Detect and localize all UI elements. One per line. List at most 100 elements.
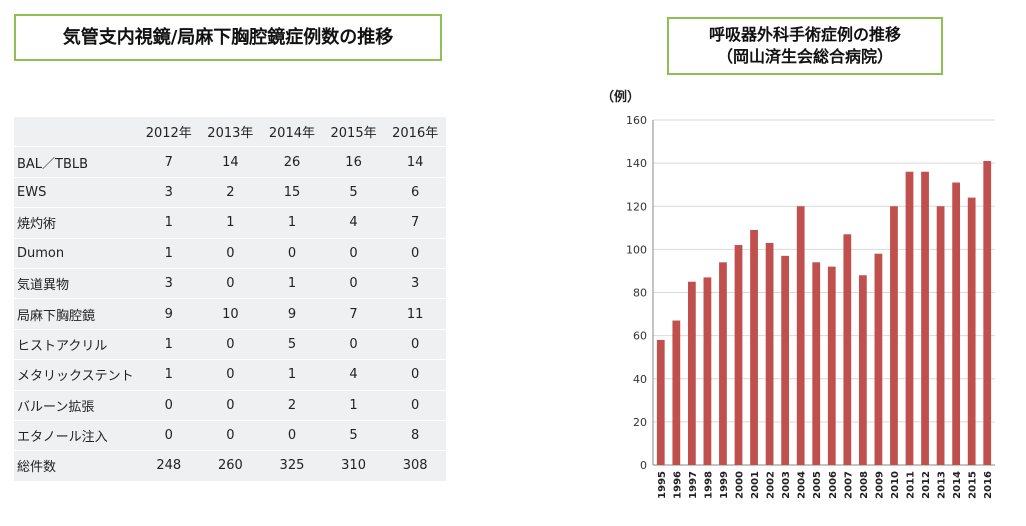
table-cell: 6	[384, 177, 446, 209]
table-row: BAL／TBLB 7 14 26 16 14	[14, 146, 446, 178]
table-cell: 0	[261, 420, 323, 452]
table-cell: 8	[384, 420, 446, 452]
bar	[936, 206, 945, 465]
x-tick-label: 2011	[906, 471, 917, 499]
bar	[719, 262, 727, 465]
x-tick-label: 2001	[750, 471, 761, 499]
table-cell: 0	[322, 268, 385, 300]
y-tick-label: 40	[633, 373, 647, 386]
row-label: Dumon	[14, 238, 138, 269]
table-cell: 16	[322, 146, 385, 178]
table-cell: 0	[261, 238, 323, 269]
table-cell: 15	[261, 177, 323, 209]
column-header: 2014年	[261, 117, 323, 148]
bar	[983, 160, 992, 465]
table-row: 焼灼術 1 1 1 4 7	[14, 207, 446, 239]
bar	[781, 255, 790, 465]
table-cell: 1	[137, 207, 200, 239]
bar	[921, 171, 929, 465]
row-label: BAL／TBLB	[14, 146, 138, 178]
table-row: 総件数 248 260 325 310 308	[14, 450, 446, 482]
table-cell: 4	[322, 207, 385, 239]
x-tick-label: 2006	[828, 471, 839, 499]
table-cell: 2	[199, 177, 262, 209]
bar	[687, 281, 696, 465]
table-cell: 1	[137, 238, 200, 269]
x-tick-label: 1995	[657, 471, 668, 499]
x-tick-label: 2008	[859, 471, 870, 499]
table-cell: 0	[384, 390, 446, 421]
table-cell: 5	[322, 177, 385, 209]
table-cell: 2	[261, 390, 323, 421]
chart-title-line2: （岡山済生会総合病院）	[716, 47, 893, 66]
x-tick-label: 1997	[688, 471, 699, 499]
table-cell: 0	[384, 329, 446, 361]
row-label: 気道異物	[14, 268, 138, 300]
table-cell: 1	[322, 390, 385, 421]
column-header: 2013年	[199, 117, 262, 148]
table-cell: 7	[322, 298, 385, 330]
bar	[765, 242, 774, 465]
y-tick-label: 20	[633, 416, 647, 429]
table-cell: 308	[384, 450, 446, 482]
row-label: EWS	[14, 177, 138, 209]
bar	[843, 234, 852, 465]
x-tick-label: 2003	[781, 471, 792, 499]
bar	[656, 339, 665, 465]
table-title: 気管支内視鏡/局麻下胸腔鏡症例数の推移	[14, 14, 442, 61]
x-tick-label: 2016	[983, 471, 994, 499]
row-label: メタリックステント	[14, 359, 138, 391]
table-cell: 10	[199, 298, 262, 330]
table-cell: 0	[199, 420, 262, 452]
table-cell: 3	[384, 268, 446, 300]
table-cell: 0	[199, 329, 262, 361]
table-cell: 0	[384, 238, 446, 269]
table-row: バルーン拡張 0 0 2 1 0	[14, 390, 446, 421]
corner-cell	[14, 117, 138, 148]
table-row: EWS 3 2 15 5 6	[14, 177, 446, 209]
y-tick-label: 140	[626, 157, 647, 170]
bar	[672, 320, 681, 465]
table-cell: 0	[199, 359, 262, 391]
x-tick-label: 2005	[812, 471, 823, 499]
bar	[874, 253, 883, 465]
table-cell: 26	[261, 146, 323, 178]
x-tick-label: 2012	[921, 471, 932, 499]
row-label: 総件数	[14, 450, 138, 482]
table-cell: 260	[199, 450, 262, 482]
bar	[703, 277, 712, 465]
table-cell: 0	[199, 238, 262, 269]
x-tick-label: 1998	[703, 471, 714, 499]
x-tick-label: 2007	[843, 471, 854, 499]
table-cell: 5	[322, 420, 385, 452]
column-header: 2015年	[322, 117, 385, 148]
table-cell: 3	[137, 177, 200, 209]
bar	[858, 275, 867, 465]
table-cell: 0	[199, 268, 262, 300]
bar	[905, 171, 914, 465]
bar-chart-svg: 0 20 40 60 80 100 120 140 160 1995 1996 1997 1998 199…	[626, 114, 995, 499]
row-label: エタノール注入	[14, 420, 138, 452]
surgery-chart: （例） 0 20 40 60 80 100 120 140 160 1995 1996 1997 199…	[590, 80, 1026, 526]
table-row: ヒストアクリル 1 0 5 0 0	[14, 329, 446, 361]
bar	[827, 266, 836, 465]
table-cell: 0	[322, 238, 385, 269]
row-label: ヒストアクリル	[14, 329, 138, 361]
table-cell: 9	[261, 298, 323, 330]
y-tick-label: 160	[626, 114, 647, 127]
x-tick-label: 2013	[937, 471, 948, 499]
x-tick-label: 2000	[735, 471, 746, 499]
y-tick-label: 100	[626, 243, 647, 256]
x-tick-label: 2002	[766, 471, 777, 499]
bar	[890, 206, 898, 465]
row-label: 局麻下胸腔鏡	[14, 298, 138, 330]
chart-title-line1: 呼吸器外科手術症例の推移	[708, 25, 901, 44]
table-cell: 1	[261, 268, 323, 300]
row-label: 焼灼術	[14, 207, 138, 239]
x-tick-label: 1999	[719, 471, 730, 499]
x-tick-label: 2004	[797, 471, 808, 499]
table-cell: 248	[137, 450, 200, 482]
x-tick-label: 2014	[952, 471, 963, 499]
y-tick-label: 60	[633, 330, 647, 343]
table-cell: 3	[137, 268, 200, 300]
